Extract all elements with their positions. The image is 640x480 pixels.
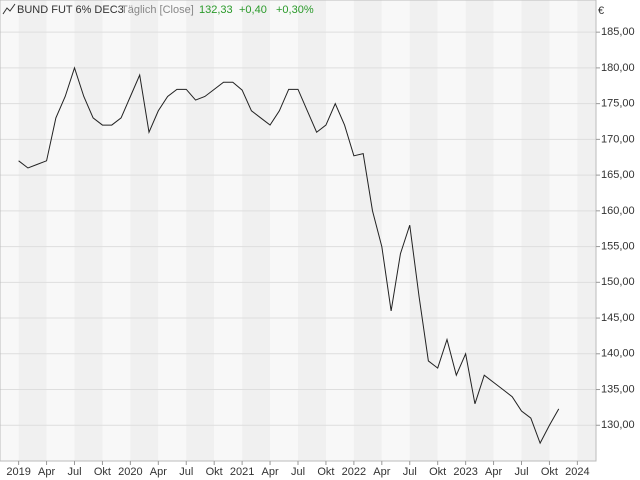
plot-area <box>0 0 596 461</box>
x-tick-label: 2020 <box>118 466 142 478</box>
last-price: 132,33 <box>199 4 233 16</box>
y-tick-label: 160,00 <box>601 205 635 217</box>
x-tick-label: 2021 <box>230 466 254 478</box>
x-tick-label: Apr <box>262 466 279 478</box>
band <box>0 0 19 461</box>
y-tick-label: 155,00 <box>601 240 635 252</box>
band <box>74 0 103 461</box>
band <box>46 0 75 461</box>
band <box>18 0 47 461</box>
x-tick-label: Jul <box>403 466 417 478</box>
x-tick-label: 2023 <box>453 466 477 478</box>
band <box>158 0 187 461</box>
y-tick-label: 140,00 <box>601 348 635 360</box>
x-tick-label: Okt <box>94 466 111 478</box>
band <box>437 0 466 461</box>
band <box>409 0 438 461</box>
band <box>577 0 596 461</box>
band <box>325 0 354 461</box>
band <box>298 0 326 461</box>
x-tick-label: 2019 <box>6 466 30 478</box>
change-percent: +0,30% <box>276 4 314 16</box>
x-tick-label: Okt <box>206 466 223 478</box>
band <box>186 0 215 461</box>
x-tick-label: Jul <box>291 466 305 478</box>
x-tick-label: Jul <box>179 466 193 478</box>
x-tick-label: Okt <box>541 466 558 478</box>
band <box>493 0 522 461</box>
band <box>102 0 131 461</box>
band <box>549 0 578 461</box>
x-tick-label: Apr <box>485 466 502 478</box>
line-icon <box>2 3 16 15</box>
x-tick-label: Apr <box>373 466 390 478</box>
x-tick-label: Okt <box>429 466 446 478</box>
band <box>521 0 550 461</box>
y-tick-label: 165,00 <box>601 169 635 181</box>
band <box>242 0 271 461</box>
y-tick-label: 135,00 <box>601 383 635 395</box>
y-tick-label: 130,00 <box>601 419 635 431</box>
x-tick-label: Jul <box>67 466 81 478</box>
y-tick-label: 175,00 <box>601 98 635 110</box>
y-tick-label: 145,00 <box>601 312 635 324</box>
band <box>465 0 494 461</box>
band <box>214 0 243 461</box>
y-tick-label: 150,00 <box>601 276 635 288</box>
x-tick-label: Apr <box>38 466 55 478</box>
y-tick-label: 185,00 <box>601 26 635 38</box>
y-tick-label: 180,00 <box>601 62 635 74</box>
x-tick-label: 2024 <box>565 466 589 478</box>
x-tick-label: 2022 <box>342 466 366 478</box>
band <box>130 0 159 461</box>
band <box>381 0 410 461</box>
price-line <box>18 66 560 445</box>
band <box>270 0 298 461</box>
instrument: BUND FUT 6% DEC3 <box>17 4 124 16</box>
x-tick-label: Jul <box>514 466 528 478</box>
y-unit: € <box>598 5 604 17</box>
change: +0,40 <box>239 4 267 16</box>
x-tick-label: Apr <box>150 466 167 478</box>
y-tick-label: 170,00 <box>601 133 635 145</box>
interval: Täglich [Close] <box>121 4 194 16</box>
x-tick-label: Okt <box>317 466 334 478</box>
